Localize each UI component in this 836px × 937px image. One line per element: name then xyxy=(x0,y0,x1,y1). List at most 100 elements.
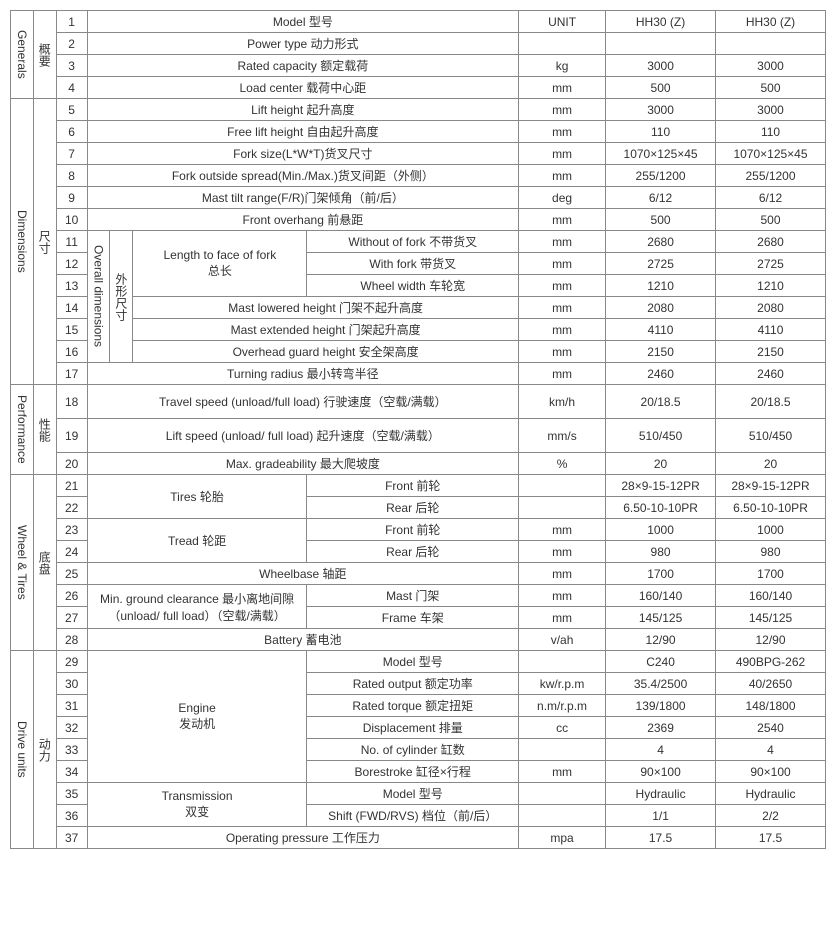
row-unit: mm xyxy=(519,99,606,121)
row-v1: 1070×125×45 xyxy=(606,143,716,165)
overall-en: Overall dimensions xyxy=(87,231,110,363)
row-sub: Tread 轮距 xyxy=(87,519,307,563)
row-v1: 160/140 xyxy=(606,585,716,607)
row-num: 4 xyxy=(56,77,87,99)
row-unit: mm xyxy=(519,143,606,165)
row-v2: 4110 xyxy=(716,319,826,341)
section-drive-en: Drive units xyxy=(11,651,34,849)
row-unit: kg xyxy=(519,55,606,77)
row-v1: 1000 xyxy=(606,519,716,541)
row-v1: 6/12 xyxy=(606,187,716,209)
row-num: 8 xyxy=(56,165,87,187)
row-unit: n.m/r.p.m xyxy=(519,695,606,717)
row-num: 36 xyxy=(56,805,87,827)
row-v2: 90×100 xyxy=(716,761,826,783)
row-label: Lift speed (unload/ full load) 起升速度（空载/满… xyxy=(87,419,518,453)
section-drive-cn: 动力 xyxy=(33,651,56,849)
row-unit: mm xyxy=(519,607,606,629)
row-v2: 145/125 xyxy=(716,607,826,629)
row-v1: 17.5 xyxy=(606,827,716,849)
row-label: Overhead guard height 安全架高度 xyxy=(133,341,519,363)
row-v2: 1070×125×45 xyxy=(716,143,826,165)
row-num: 23 xyxy=(56,519,87,541)
row-label: Mast tilt range(F/R)门架倾角（前/后） xyxy=(87,187,518,209)
row-v2: 2680 xyxy=(716,231,826,253)
section-dimensions-en: Dimensions xyxy=(11,99,34,385)
row-num: 29 xyxy=(56,651,87,673)
row-num: 9 xyxy=(56,187,87,209)
section-wheel-cn: 底盘 xyxy=(33,475,56,651)
row-v2: Hydraulic xyxy=(716,783,826,805)
row-label: Lift height 起升高度 xyxy=(87,99,518,121)
section-performance-en: Performance xyxy=(11,385,34,475)
row-v2: 1700 xyxy=(716,563,826,585)
row-unit: mm xyxy=(519,209,606,231)
row-label: Model 型号 xyxy=(87,11,518,33)
section-performance-cn: 性能 xyxy=(33,385,56,475)
row-v2: 500 xyxy=(716,209,826,231)
row-v1 xyxy=(606,33,716,55)
row-unit: mm xyxy=(519,231,606,253)
row-unit: mm xyxy=(519,563,606,585)
row-unit xyxy=(519,33,606,55)
row-unit: kw/r.p.m xyxy=(519,673,606,695)
row-num: 11 xyxy=(56,231,87,253)
row-unit: mm xyxy=(519,275,606,297)
row-v1: 12/90 xyxy=(606,629,716,651)
row-v2: 2460 xyxy=(716,363,826,385)
row-v2: 20/18.5 xyxy=(716,385,826,419)
overall-cn: 外形尺寸 xyxy=(110,231,133,363)
row-v1: 1700 xyxy=(606,563,716,585)
row-label: Mast 门架 xyxy=(307,585,519,607)
row-unit: v/ah xyxy=(519,629,606,651)
row-num: 6 xyxy=(56,121,87,143)
row-v2: 28×9-15-12PR xyxy=(716,475,826,497)
row-num: 35 xyxy=(56,783,87,805)
row-label: Model 型号 xyxy=(307,651,519,673)
row-v1: 2725 xyxy=(606,253,716,275)
row-num: 32 xyxy=(56,717,87,739)
row-num: 25 xyxy=(56,563,87,585)
row-v2: 12/90 xyxy=(716,629,826,651)
row-label: Borestroke 缸径×行程 xyxy=(307,761,519,783)
row-v1: 2369 xyxy=(606,717,716,739)
row-v2: 110 xyxy=(716,121,826,143)
row-num: 37 xyxy=(56,827,87,849)
row-num: 19 xyxy=(56,419,87,453)
row-unit xyxy=(519,651,606,673)
row-v1: 3000 xyxy=(606,99,716,121)
row-label: Front 前轮 xyxy=(307,475,519,497)
row-v1: 4110 xyxy=(606,319,716,341)
row-unit: mpa xyxy=(519,827,606,849)
row-num: 31 xyxy=(56,695,87,717)
row-label: Wheel width 车轮宽 xyxy=(307,275,519,297)
row-label: Fork size(L*W*T)货叉尺寸 xyxy=(87,143,518,165)
row-v2: 2150 xyxy=(716,341,826,363)
row-label: Load center 载荷中心距 xyxy=(87,77,518,99)
row-label: Operating pressure 工作压力 xyxy=(87,827,518,849)
row-label: Rated capacity 额定载荷 xyxy=(87,55,518,77)
row-num: 17 xyxy=(56,363,87,385)
row-unit: mm xyxy=(519,519,606,541)
row-v1: 28×9-15-12PR xyxy=(606,475,716,497)
row-v1: 980 xyxy=(606,541,716,563)
row-v2: 6/12 xyxy=(716,187,826,209)
section-wheel-en: Wheel & Tires xyxy=(11,475,34,651)
row-num: 1 xyxy=(56,11,87,33)
row-unit: mm xyxy=(519,541,606,563)
section-generals-cn: 概要 xyxy=(33,11,56,99)
row-num: 22 xyxy=(56,497,87,519)
row-v2: 3000 xyxy=(716,99,826,121)
row-label: Mast extended height 门架起升高度 xyxy=(133,319,519,341)
row-v2: 490BPG-262 xyxy=(716,651,826,673)
row-unit: mm xyxy=(519,253,606,275)
row-label: Battery 蓄电池 xyxy=(87,629,518,651)
row-num: 15 xyxy=(56,319,87,341)
row-unit xyxy=(519,805,606,827)
row-label: Frame 车架 xyxy=(307,607,519,629)
row-v2: 2540 xyxy=(716,717,826,739)
row-v1: 6.50-10-10PR xyxy=(606,497,716,519)
row-num: 12 xyxy=(56,253,87,275)
row-v2: 20 xyxy=(716,453,826,475)
row-label: Rated torque 额定扭矩 xyxy=(307,695,519,717)
